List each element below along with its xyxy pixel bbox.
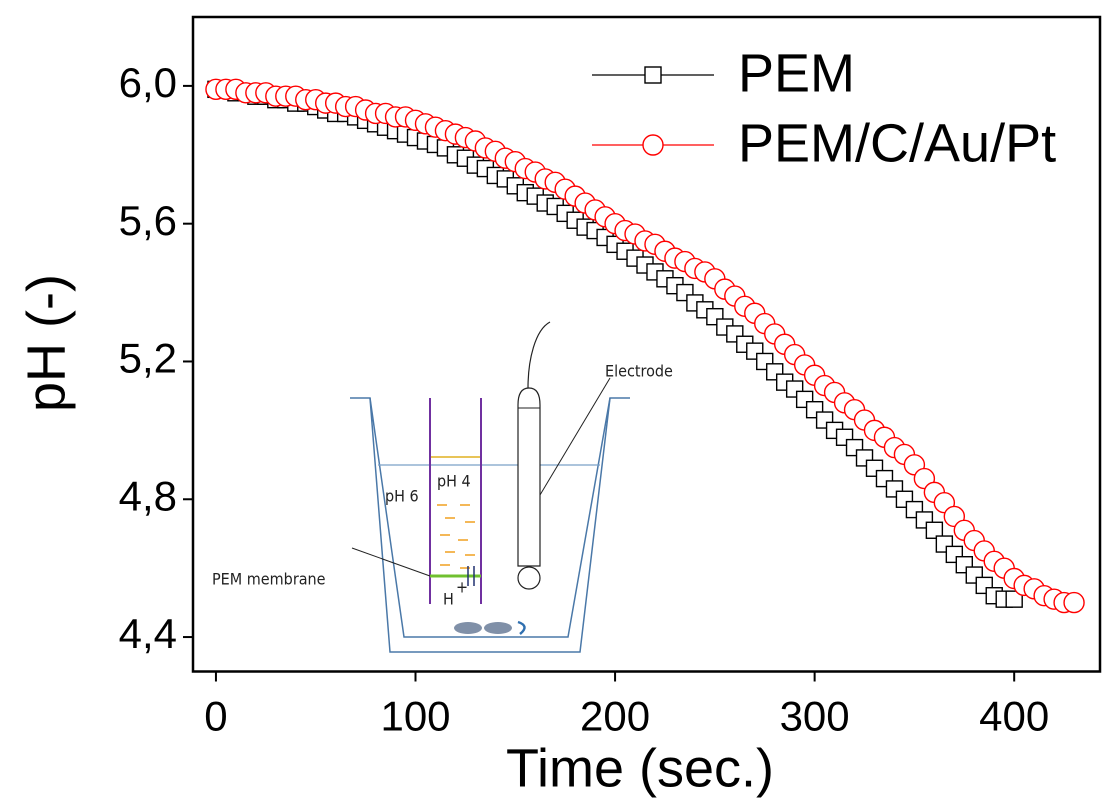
x-tick-label: 0 — [204, 693, 227, 740]
electrode-wire — [527, 321, 551, 389]
y-tick-label: 4,8 — [119, 472, 177, 519]
inset-diagram: Electrode pH 6 pH 4 PEM membrane H + — [212, 321, 673, 653]
inset-label: pH 4 — [437, 472, 471, 491]
y-tick-label: 5,6 — [119, 197, 177, 244]
x-tick-label: 400 — [979, 693, 1049, 740]
stir-arrow — [517, 620, 526, 635]
x-tick-label: 300 — [780, 693, 850, 740]
beaker-inner — [369, 397, 611, 638]
x-axis-title: Time (sec.) — [506, 738, 774, 798]
plot-frame — [191, 15, 1102, 673]
electrode-bulb — [517, 566, 541, 590]
inset-label: H — [443, 590, 454, 609]
inset-label: + — [456, 578, 468, 597]
legend-marker — [642, 134, 664, 156]
proton-dashes — [437, 504, 475, 569]
inset-label: Electrode — [605, 362, 673, 381]
legend-label: PEM/C/Au/Pt — [738, 113, 1056, 173]
data-point — [1063, 591, 1085, 614]
electrode-pointer — [539, 377, 611, 496]
y-tick-label: 4,4 — [119, 610, 177, 657]
x-tick-label: 100 — [380, 693, 450, 740]
data-point — [1005, 590, 1023, 608]
x-tick-label: 200 — [580, 693, 650, 740]
y-axis-title: pH (-) — [16, 274, 76, 412]
y-tick-label: 6,0 — [119, 59, 177, 106]
stir-bar — [484, 622, 512, 634]
data-point — [925, 521, 944, 539]
y-tick-label: 5,2 — [119, 335, 177, 382]
legend-marker — [644, 66, 662, 84]
legend-label: PEM — [738, 43, 855, 103]
inset-label: PEM membrane — [212, 570, 326, 589]
inset-label: pH 6 — [385, 487, 419, 506]
stir-bar — [454, 622, 482, 634]
electrode — [517, 387, 541, 567]
beaker-outer — [350, 397, 630, 653]
membrane-pointer — [351, 547, 431, 577]
